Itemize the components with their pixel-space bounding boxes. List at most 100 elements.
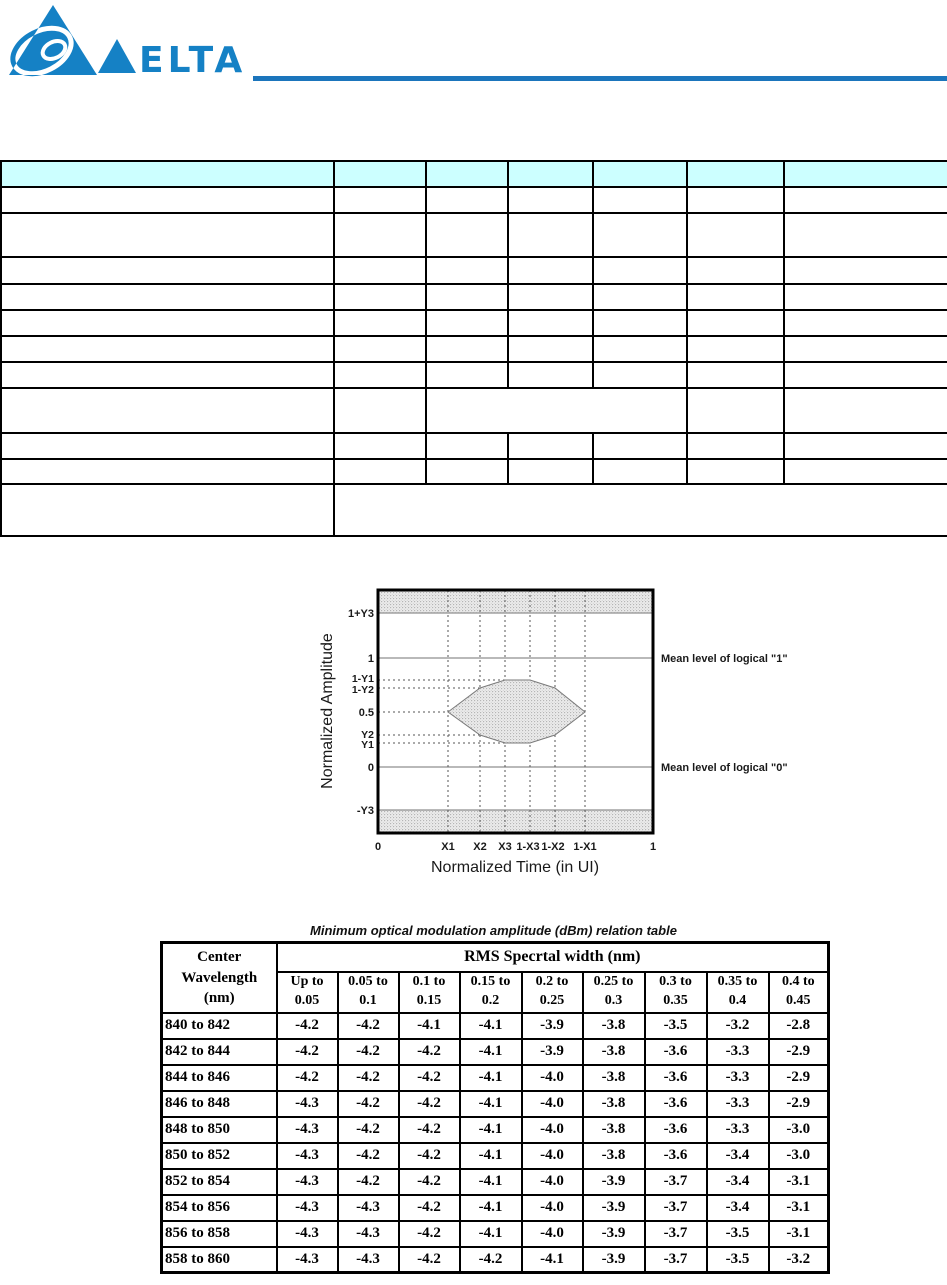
table-row: 848 to 850 -4.3 -4.2 -4.2 -4.1 -4.0 -3.8 -3.6 -3… xyxy=(160,1115,830,1144)
spec-cell xyxy=(425,309,509,337)
spec-cell xyxy=(425,335,509,363)
spec-cell xyxy=(686,387,785,434)
eye-plot-box xyxy=(376,588,655,835)
spec-cell xyxy=(0,458,335,485)
spec-cell xyxy=(783,387,947,434)
value-cell: -3.5 xyxy=(705,1245,770,1274)
value-cell: -4.0 xyxy=(520,1193,584,1222)
value-cell: -4.2 xyxy=(397,1089,461,1118)
value-cell: -3.9 xyxy=(581,1167,646,1196)
value-cell: -3.8 xyxy=(581,1115,646,1144)
spec-row-merged-mid xyxy=(0,387,947,434)
annotation-logic0: Mean level of logical "0" xyxy=(661,762,788,774)
value-cell: -3.7 xyxy=(643,1193,708,1222)
spec-cell xyxy=(783,309,947,337)
value-cell: -4.1 xyxy=(458,1167,523,1196)
value-cell: -4.2 xyxy=(275,1037,339,1066)
range-cell: 842 to 844 xyxy=(160,1037,278,1066)
value-cell: -4.2 xyxy=(275,1011,339,1040)
spec-cell xyxy=(592,256,688,285)
sub-header: 0.15 to 0.2 xyxy=(458,970,523,1014)
value-cell: -4.2 xyxy=(275,1063,339,1092)
value-cell: -4.3 xyxy=(275,1193,339,1222)
value-cell: -4.2 xyxy=(336,1141,400,1170)
sub-header: 0.4 to 0.45 xyxy=(767,970,830,1014)
value-cell: -4.2 xyxy=(458,1245,523,1274)
x-tick: 0 xyxy=(375,841,381,853)
y-tick: 1 xyxy=(368,653,374,665)
range-cell: 844 to 846 xyxy=(160,1063,278,1092)
spec-cell xyxy=(0,256,335,285)
header-rule xyxy=(253,76,947,81)
spec-cell xyxy=(333,283,427,311)
spec-header-cell xyxy=(425,160,509,188)
value-cell: -3.7 xyxy=(643,1219,708,1248)
table-row: 840 to 842 -4.2 -4.2 -4.1 -4.1 -3.9 -3.8 -3.5 -3… xyxy=(160,1011,830,1040)
wordmark-text: ELTA xyxy=(139,40,246,80)
value-cell: -4.2 xyxy=(336,1037,400,1066)
y-tick: -Y3 xyxy=(357,805,374,817)
spec-header-cell xyxy=(333,160,427,188)
spec-cell xyxy=(783,186,947,214)
oma-table: Center Wavelength (nm) RMS Specrtal widt… xyxy=(160,941,831,1274)
value-cell: -4.1 xyxy=(520,1245,584,1274)
x-tick: 1-X1 xyxy=(573,841,596,853)
spec-header-cell xyxy=(686,160,785,188)
value-cell: -3.2 xyxy=(705,1011,770,1040)
table-row: 846 to 848 -4.3 -4.2 -4.2 -4.1 -4.0 -3.8 -3.6 -3… xyxy=(160,1089,830,1118)
spec-cell xyxy=(425,283,509,311)
value-cell: -4.3 xyxy=(275,1245,339,1274)
value-cell: -4.1 xyxy=(458,1011,523,1040)
value-cell: -4.2 xyxy=(336,1089,400,1118)
value-cell: -2.8 xyxy=(767,1011,830,1040)
y-tick: Y2 xyxy=(361,729,374,741)
value-cell: -4.0 xyxy=(520,1167,584,1196)
spec-cell xyxy=(333,256,427,285)
range-cell: 840 to 842 xyxy=(160,1011,278,1040)
value-cell: -2.9 xyxy=(767,1089,830,1118)
table-row: 844 to 846 -4.2 -4.2 -4.2 -4.1 -4.0 -3.8 -3.6 -3… xyxy=(160,1063,830,1092)
value-cell: -4.3 xyxy=(336,1193,400,1222)
x-tick: 1-X2 xyxy=(541,841,564,853)
spec-cell xyxy=(425,186,509,214)
oma-table-body: 840 to 842 -4.2 -4.2 -4.1 -4.1 -3.9 -3.8 -3.5 -3… xyxy=(160,1011,830,1274)
spec-cell xyxy=(686,361,785,389)
sub-header: 0.2 to 0.25 xyxy=(520,970,584,1014)
mask-band-bottom xyxy=(379,810,652,832)
spec-cell xyxy=(425,458,509,485)
y-tick: Y1 xyxy=(361,739,374,751)
spec-cell xyxy=(686,458,785,485)
sub-header: 0.05 to 0.1 xyxy=(336,970,400,1014)
spec-cell xyxy=(686,186,785,214)
value-cell: -3.8 xyxy=(581,1063,646,1092)
x-tick: X3 xyxy=(498,841,511,853)
value-cell: -4.0 xyxy=(520,1115,584,1144)
x-axis-label: Normalized Time (in UI) xyxy=(431,859,599,876)
value-cell: -3.4 xyxy=(705,1141,770,1170)
sub-header: Up to 0.05 xyxy=(275,970,339,1014)
spec-cell xyxy=(592,432,688,460)
value-cell: -3.3 xyxy=(705,1089,770,1118)
value-cell: -3.4 xyxy=(705,1167,770,1196)
value-cell: -3.1 xyxy=(767,1219,830,1248)
value-cell: -3.5 xyxy=(705,1219,770,1248)
value-cell: -3.8 xyxy=(581,1037,646,1066)
spec-header-cell xyxy=(0,160,335,188)
y-tick: 0 xyxy=(368,762,374,774)
spec-cell xyxy=(592,361,688,389)
spec-cell xyxy=(686,432,785,460)
sub-header: 0.35 to 0.4 xyxy=(705,970,770,1014)
spec-row xyxy=(0,309,947,337)
spec-header-cell xyxy=(507,160,594,188)
y-tick: 1-Y2 xyxy=(352,684,374,696)
value-cell: -4.0 xyxy=(520,1141,584,1170)
sub-header: 0.1 to 0.15 xyxy=(397,970,461,1014)
value-cell: -4.1 xyxy=(458,1063,523,1092)
spec-cell xyxy=(592,186,688,214)
spec-cell xyxy=(0,186,335,214)
spec-cell xyxy=(333,361,427,389)
value-cell: -4.2 xyxy=(397,1063,461,1092)
value-cell: -4.1 xyxy=(458,1141,523,1170)
spec-cell xyxy=(507,309,594,337)
